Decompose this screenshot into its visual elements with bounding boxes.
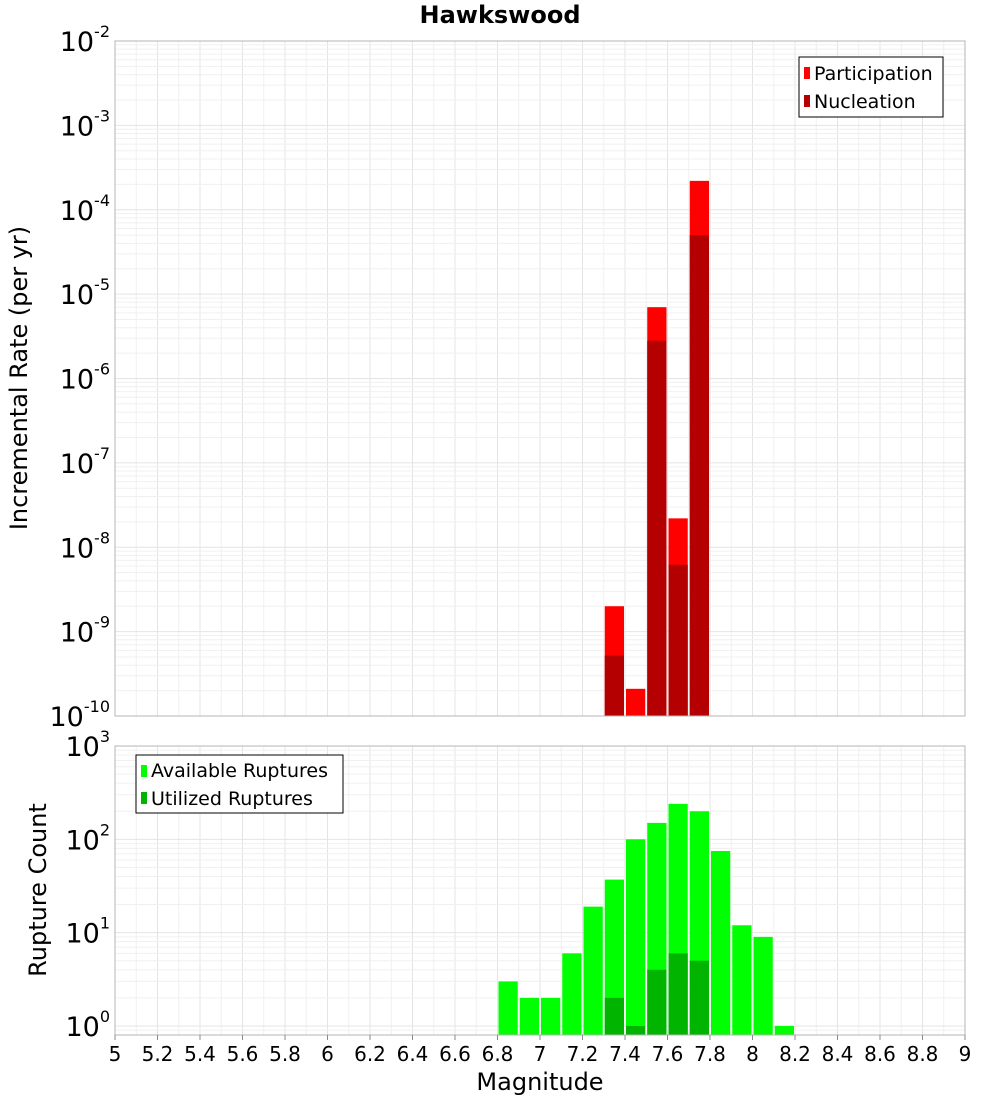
legend-label-participation: Participation (814, 63, 933, 85)
x-tick-label: 7.2 (567, 1042, 599, 1066)
bar-available-ruptures (583, 906, 603, 1035)
bottom-y-tick-label: 101 (65, 914, 110, 950)
top-grid (114, 40, 966, 717)
bottom-grid (114, 745, 966, 1036)
legend-label-utilized-ruptures: Utilized Ruptures (151, 788, 313, 810)
legend-swatch-nucleation (804, 95, 810, 107)
x-tick-label: 6 (321, 1042, 334, 1066)
bar-available-ruptures (604, 879, 624, 1035)
top-y-tick-label: 10-9 (60, 613, 110, 649)
x-ticks: 5 5.2 5.4 5.6 5.8 6 6.2 6.4 6.6 6.8 7 7.2 7.4 7.6 7.8 8… (109, 1035, 972, 1066)
legend-swatch-available-ruptures (141, 765, 147, 777)
bar-available-ruptures (541, 997, 561, 1035)
top-bars (604, 180, 709, 717)
top-plot-frame (114, 40, 966, 717)
x-tick-label: 7.8 (694, 1042, 726, 1066)
top-y-ticks: 10-2 10-3 10-4 10-5 10-6 10-7 10-8 10-9 10-10 (50, 22, 111, 733)
legend-swatch-utilized-ruptures (141, 792, 147, 804)
bar-available-ruptures (519, 997, 539, 1035)
bar-available-ruptures (562, 953, 582, 1035)
bar-participation (626, 688, 646, 716)
x-tick-label: 5.6 (227, 1042, 259, 1066)
top-legend: Participation Nucleation (798, 56, 944, 118)
x-tick-label: 8.4 (822, 1042, 854, 1066)
x-tick-label: 7 (534, 1042, 547, 1066)
x-tick-label: 5.2 (142, 1042, 174, 1066)
bottom-y-tick-label: 102 (65, 820, 110, 856)
legend-label-available-ruptures: Available Ruptures (151, 760, 328, 782)
x-tick-label: 6.4 (397, 1042, 429, 1066)
bar-available-ruptures (626, 839, 646, 1035)
x-tick-label: 7.4 (609, 1042, 641, 1066)
x-tick-label: 6.2 (354, 1042, 386, 1066)
top-y-tick-label: 10-7 (60, 444, 110, 480)
x-axis-label: Magnitude (476, 1068, 603, 1096)
bar-utilized-ruptures (604, 997, 624, 1035)
top-y-axis-label: Incremental Rate (per yr) (5, 226, 33, 530)
legend-swatch-participation (804, 67, 810, 79)
x-tick-label: 6.8 (482, 1042, 514, 1066)
bar-nucleation (604, 655, 624, 716)
top-panel: 10-2 10-3 10-4 10-5 10-6 10-7 10-8 10-9 10-10 In… (5, 22, 966, 733)
bottom-y-ticks: 103 102 101 100 (65, 727, 110, 1043)
top-y-tick-label: 10-4 (60, 191, 110, 227)
top-legend-box (798, 56, 944, 118)
bar-nucleation (689, 235, 709, 716)
bar-nucleation (668, 564, 688, 716)
x-tick-label: 9 (959, 1042, 972, 1066)
x-tick-label: 5 (109, 1042, 122, 1066)
top-y-tick-label: 10-2 (60, 22, 110, 58)
bar-available-ruptures (711, 850, 731, 1035)
bar-utilized-ruptures (626, 1025, 646, 1035)
bottom-legend-box (135, 754, 344, 814)
bottom-panel: 103 102 101 100 5 5.2 5.4 5.6 5.8 6 6.2 6.4 6.6 6.8 7… (24, 727, 971, 1096)
bottom-legend: Available Ruptures Utilized Ruptures (135, 754, 344, 814)
bar-available-ruptures (753, 936, 773, 1035)
x-tick-label: 8 (746, 1042, 759, 1066)
x-tick-label: 6.6 (439, 1042, 471, 1066)
x-tick-label: 5.4 (184, 1042, 216, 1066)
bottom-bars (498, 803, 794, 1035)
legend-label-nucleation: Nucleation (814, 91, 916, 113)
top-y-tick-label: 10-3 (60, 106, 110, 142)
x-tick-label: 5.8 (269, 1042, 301, 1066)
x-tick-label: 8.2 (779, 1042, 811, 1066)
top-y-tick-label: 10-8 (60, 528, 110, 564)
bar-utilized-ruptures (668, 953, 688, 1035)
chart-title: Hawkswood (419, 1, 580, 29)
bar-available-ruptures (732, 925, 752, 1035)
top-y-tick-label: 10-6 (60, 360, 110, 396)
bottom-y-axis-label: Rupture Count (24, 803, 52, 977)
top-y-tick-label: 10-5 (60, 275, 110, 311)
x-tick-label: 7.6 (652, 1042, 684, 1066)
bar-available-ruptures (774, 1025, 794, 1035)
bar-available-ruptures (498, 981, 518, 1035)
bottom-y-tick-label: 100 (65, 1007, 110, 1043)
top-y-tick-label: 10-10 (50, 697, 111, 733)
bottom-y-tick-label: 103 (65, 727, 110, 763)
bar-nucleation (647, 340, 667, 716)
bar-utilized-ruptures (647, 969, 667, 1035)
bar-utilized-ruptures (689, 960, 709, 1035)
x-tick-label: 8.8 (907, 1042, 939, 1066)
x-tick-label: 8.6 (864, 1042, 896, 1066)
